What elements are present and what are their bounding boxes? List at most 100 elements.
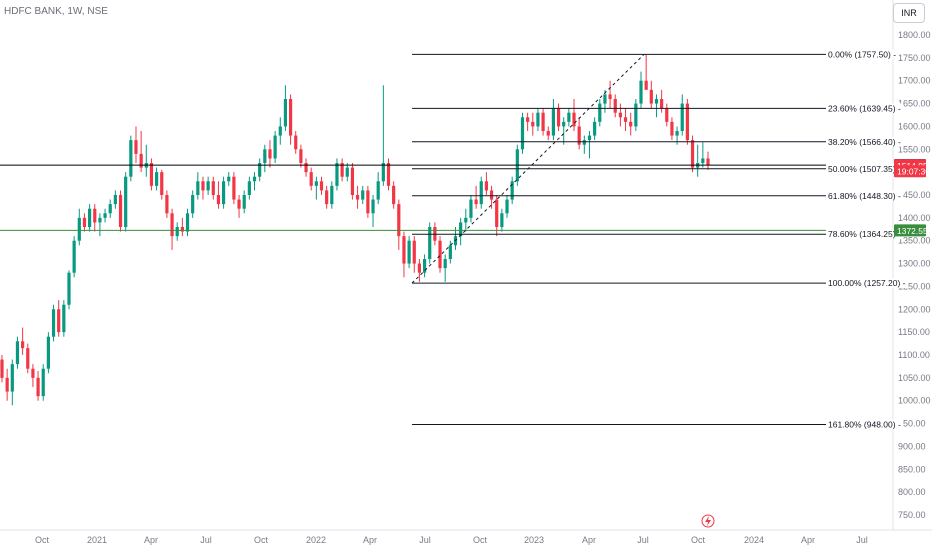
candle-body: [319, 181, 324, 191]
candle-body: [57, 309, 61, 333]
y-tick-label: 1650.00: [898, 99, 931, 109]
fib-level-label: 38.20% (1566.40) -: [828, 137, 901, 147]
candle-body: [381, 163, 385, 182]
candle-body: [484, 181, 489, 191]
candle-body: [428, 227, 432, 259]
fib-label-backdrop: [826, 229, 903, 240]
fib-label-backdrop: [826, 136, 903, 147]
y-tick-label: 1800.00: [898, 30, 931, 40]
candle-body: [443, 259, 447, 269]
candle-body: [191, 195, 195, 214]
candle-body: [551, 108, 556, 136]
y-tick-label: 900.00: [898, 441, 926, 451]
x-tick-label: 2022: [306, 535, 326, 545]
x-tick-label: Oct: [473, 535, 488, 545]
candle-body: [288, 99, 293, 136]
candle-body: [489, 190, 494, 200]
x-tick-label: Apr: [144, 535, 158, 545]
x-tick-label: 2024: [744, 535, 764, 545]
candle-body: [129, 140, 133, 177]
y-tick-label: 1400.00: [898, 213, 931, 223]
candle-body: [299, 149, 303, 163]
lightning-icon[interactable]: [701, 514, 715, 528]
candle-body: [103, 213, 107, 218]
candle-body: [304, 163, 308, 173]
candle-body: [139, 153, 143, 168]
candle-body: [474, 199, 478, 205]
x-tick-label: Apr: [363, 535, 377, 545]
candle-body: [149, 163, 154, 186]
candle-body: [438, 240, 442, 269]
x-tick-label: Jul: [637, 535, 649, 545]
candle-body: [665, 108, 669, 122]
price-badge: [894, 224, 926, 237]
candle-body: [649, 89, 653, 104]
candle-body: [361, 190, 365, 200]
fib-label-backdrop: [826, 419, 903, 430]
fib-level-label: 50.00% (1507.35) -: [828, 164, 901, 174]
candle-body: [407, 240, 411, 264]
candle-body: [706, 158, 710, 166]
y-tick-label: 1300.00: [898, 259, 931, 269]
candle-body: [618, 112, 622, 118]
candle-body: [216, 195, 221, 205]
candle-body: [608, 94, 612, 99]
candle-body: [392, 185, 396, 205]
candle-body: [340, 163, 344, 177]
candle-body: [355, 195, 360, 200]
candle-body: [108, 204, 112, 214]
y-tick-label: 1450.00: [898, 190, 931, 200]
candle-body: [520, 117, 525, 150]
candle-body: [252, 176, 257, 182]
candle-body: [175, 227, 179, 237]
symbol-title: HDFC BANK, 1W, NSE: [4, 6, 108, 17]
candle-body: [644, 80, 648, 90]
candle-body: [335, 163, 339, 186]
candle-body: [21, 341, 25, 349]
candle-body: [51, 309, 56, 337]
candle-body: [268, 149, 272, 159]
candle-body: [98, 217, 102, 223]
y-tick-label: 1550.00: [898, 144, 931, 154]
y-tick-label: 1200.00: [898, 304, 931, 314]
candle-body: [603, 94, 607, 104]
candle-body: [26, 348, 30, 369]
candle-body: [562, 121, 566, 127]
x-tick-label: Jul: [200, 535, 212, 545]
y-tick-label: 1100.00: [898, 350, 930, 360]
candle-body: [247, 181, 251, 195]
candle-body: [593, 121, 597, 136]
x-tick-label: Apr: [582, 535, 596, 545]
candle-body: [330, 185, 334, 205]
candle-body: [371, 199, 375, 214]
y-tick-label: 1600.00: [898, 121, 931, 131]
currency-button[interactable]: INR: [893, 3, 925, 23]
fib-label-backdrop: [826, 278, 908, 289]
x-tick-label: Oct: [691, 535, 706, 545]
x-tick-label: Apr: [801, 535, 815, 545]
candle-body: [294, 135, 298, 150]
candle-body: [680, 103, 684, 131]
candle-body: [536, 112, 540, 127]
candle-body: [278, 126, 282, 136]
candle-body: [556, 108, 561, 127]
candle-body: [366, 190, 370, 214]
candle-body: [685, 103, 689, 141]
candle-body: [206, 181, 210, 191]
y-tick-label: 850.00: [898, 464, 926, 474]
candle-body: [690, 140, 695, 168]
fib-label-backdrop: [826, 163, 903, 174]
candle-body: [165, 195, 169, 214]
candle-body: [577, 126, 581, 145]
candle-body: [46, 336, 50, 369]
candle-body: [386, 163, 391, 186]
candle-body: [350, 167, 355, 195]
candle-body: [77, 217, 81, 241]
candle-body: [124, 176, 128, 227]
candle-body: [402, 236, 406, 264]
candle-body: [582, 140, 586, 145]
x-tick-label: 2023: [524, 535, 544, 545]
candle-body: [670, 121, 674, 136]
candle-body: [567, 112, 571, 122]
